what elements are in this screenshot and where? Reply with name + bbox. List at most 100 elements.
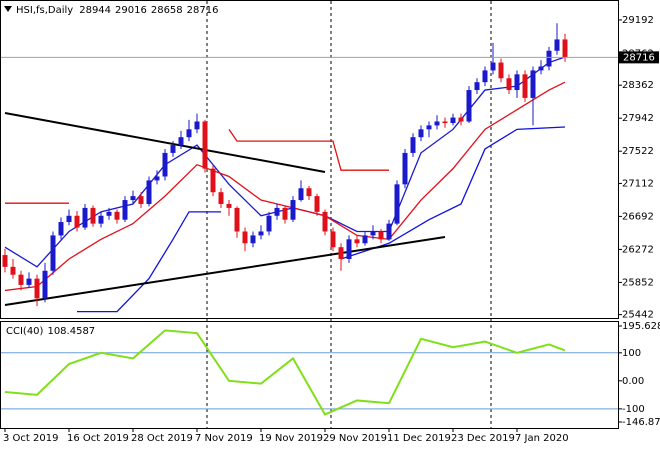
- cci-header: CCI(40) 108.4587: [6, 326, 95, 337]
- candle-body: [66, 215, 72, 223]
- x-tick-label: 23 Dec 2019: [451, 433, 515, 444]
- y-tick-label: -100: [622, 404, 645, 415]
- candle-body: [490, 62, 496, 71]
- x-tick-label: 11 Dec 2019: [387, 433, 451, 444]
- indicator-line: [4, 112, 326, 173]
- candle-body: [450, 117, 456, 124]
- candle-body: [402, 152, 408, 185]
- candle-body: [138, 196, 144, 204]
- price-panel: [0, 0, 619, 319]
- chart-header: HSI,fs,Daily 28944 29016 28658 28716: [16, 5, 218, 16]
- indicator-line: [4, 81, 566, 292]
- candle-body: [378, 231, 384, 240]
- y-tick-label: 27522: [622, 146, 654, 157]
- candle-body: [410, 137, 416, 153]
- candle-body: [466, 90, 472, 122]
- indicator-line: [5, 128, 389, 204]
- candle-body: [210, 168, 216, 193]
- candle-body: [418, 129, 424, 138]
- period-separators: [206, 1, 492, 428]
- candle-body: [226, 203, 232, 208]
- cci-panel: [0, 321, 619, 429]
- candle-body: [234, 207, 240, 232]
- candle-body: [154, 176, 160, 181]
- candle-body: [370, 231, 376, 236]
- candle-body: [330, 231, 336, 248]
- candle-body: [322, 211, 328, 232]
- candle-body: [34, 278, 40, 299]
- candle-body: [170, 145, 176, 153]
- candle-body: [82, 207, 88, 228]
- candle-body: [362, 235, 368, 244]
- indicator-line: [4, 56, 566, 268]
- candle-body: [10, 266, 16, 275]
- candle-body: [90, 207, 96, 224]
- candle-body: [242, 231, 248, 244]
- candle-body: [98, 215, 104, 224]
- candle-body: [530, 70, 536, 98]
- candle-body: [282, 207, 288, 220]
- x-tick-label: 7 Nov 2019: [195, 433, 253, 444]
- candle-body: [250, 235, 256, 244]
- candle-body: [106, 211, 112, 216]
- candle-body: [546, 50, 552, 67]
- candle-body: [74, 215, 80, 228]
- open: 28944: [79, 5, 111, 16]
- candle-body: [18, 274, 24, 285]
- candle-body: [498, 62, 504, 79]
- x-tick-label: 7 Jan 2020: [515, 433, 569, 444]
- y-tick-label: -146.876: [622, 417, 660, 428]
- x-tick-label: 3 Oct 2019: [3, 433, 58, 444]
- x-tick-label: 28 Oct 2019: [131, 433, 193, 444]
- menu-arrow[interactable]: [4, 6, 12, 12]
- y-tick-label: 29192: [622, 15, 654, 26]
- y-tick-label: 26272: [622, 244, 654, 255]
- candle-body: [338, 247, 344, 259]
- candle-body: [58, 222, 64, 236]
- x-tick-label: 29 Nov 2019: [323, 433, 387, 444]
- candle-body: [554, 39, 560, 51]
- candle-body: [218, 192, 224, 204]
- candle-body: [514, 74, 520, 91]
- candle-body: [42, 270, 48, 299]
- cci-name: CCI(40): [6, 326, 44, 337]
- y-tick-label: 27112: [622, 178, 654, 189]
- candle-body: [130, 196, 136, 201]
- y-tick-label: 27942: [622, 113, 654, 124]
- candle-body: [186, 129, 192, 138]
- last-price-box: [619, 51, 659, 64]
- candle-body: [386, 223, 392, 240]
- candle-body: [2, 255, 8, 267]
- x-tick-label: 16 Oct 2019: [67, 433, 129, 444]
- candle-body: [114, 211, 120, 220]
- candle-body: [426, 125, 432, 130]
- close: 28716: [187, 5, 219, 16]
- candle-body: [434, 121, 440, 126]
- candle-body: [314, 196, 320, 212]
- candle-body: [346, 239, 352, 259]
- candle-body: [458, 117, 464, 122]
- indicator-line: [4, 329, 566, 416]
- last-price-label: 28716: [623, 52, 655, 63]
- y-tick-label: 0.00: [622, 376, 644, 387]
- y-tick-label: 28362: [622, 80, 654, 91]
- y-tick-label: 25852: [622, 277, 654, 288]
- candle-body: [354, 239, 360, 244]
- low: 28658: [151, 5, 183, 16]
- cci-value: 108.4587: [47, 326, 95, 337]
- candle-body: [162, 152, 168, 177]
- candle-body: [202, 121, 208, 169]
- candle-body: [266, 215, 272, 232]
- candle-body: [306, 188, 312, 197]
- candle-body: [146, 180, 152, 204]
- candle-body: [50, 235, 56, 271]
- candle-body: [538, 66, 544, 71]
- candle-body: [562, 39, 568, 58]
- y-tick-label: 25442: [622, 310, 654, 321]
- candle-body: [258, 231, 264, 236]
- x-tick-label: 19 Nov 2019: [259, 433, 323, 444]
- candle-body: [274, 207, 280, 216]
- candle-body: [506, 78, 512, 91]
- candle-body: [394, 184, 400, 224]
